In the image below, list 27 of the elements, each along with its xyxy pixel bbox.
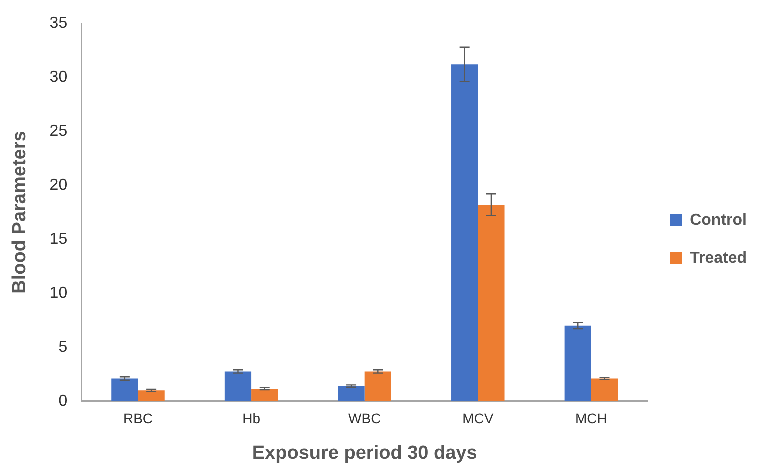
legend-label: Control (690, 212, 747, 229)
bar (224, 372, 252, 402)
y-tick-label: 20 (50, 176, 68, 194)
x-tick-label: MCH (575, 410, 608, 427)
bar (478, 204, 505, 402)
bar (452, 64, 478, 402)
bar (364, 372, 392, 402)
bar (338, 386, 365, 402)
x-tick-label: Hb (242, 410, 261, 427)
legend-label: Treated (690, 250, 748, 267)
y-tick-label: 10 (50, 284, 68, 302)
y-tick-label: 5 (58, 338, 68, 356)
y-tick-label: 0 (58, 392, 68, 410)
y-tick-label: 35 (50, 15, 68, 32)
x-axis-title: Exposure period 30 days (252, 442, 478, 464)
bar (112, 378, 138, 402)
bar (564, 326, 592, 402)
x-tick-label: WBC (348, 410, 382, 427)
bar (138, 390, 165, 402)
y-axis-title: Blood Parameters (10, 131, 31, 294)
y-tick-label: 15 (50, 230, 68, 248)
x-tick-label: RBC (123, 410, 154, 427)
y-tick-label: 30 (50, 68, 68, 86)
x-tick-label: MCV (462, 410, 494, 427)
y-tick-label: 25 (50, 122, 68, 140)
bar (252, 388, 278, 402)
bar (591, 378, 618, 402)
